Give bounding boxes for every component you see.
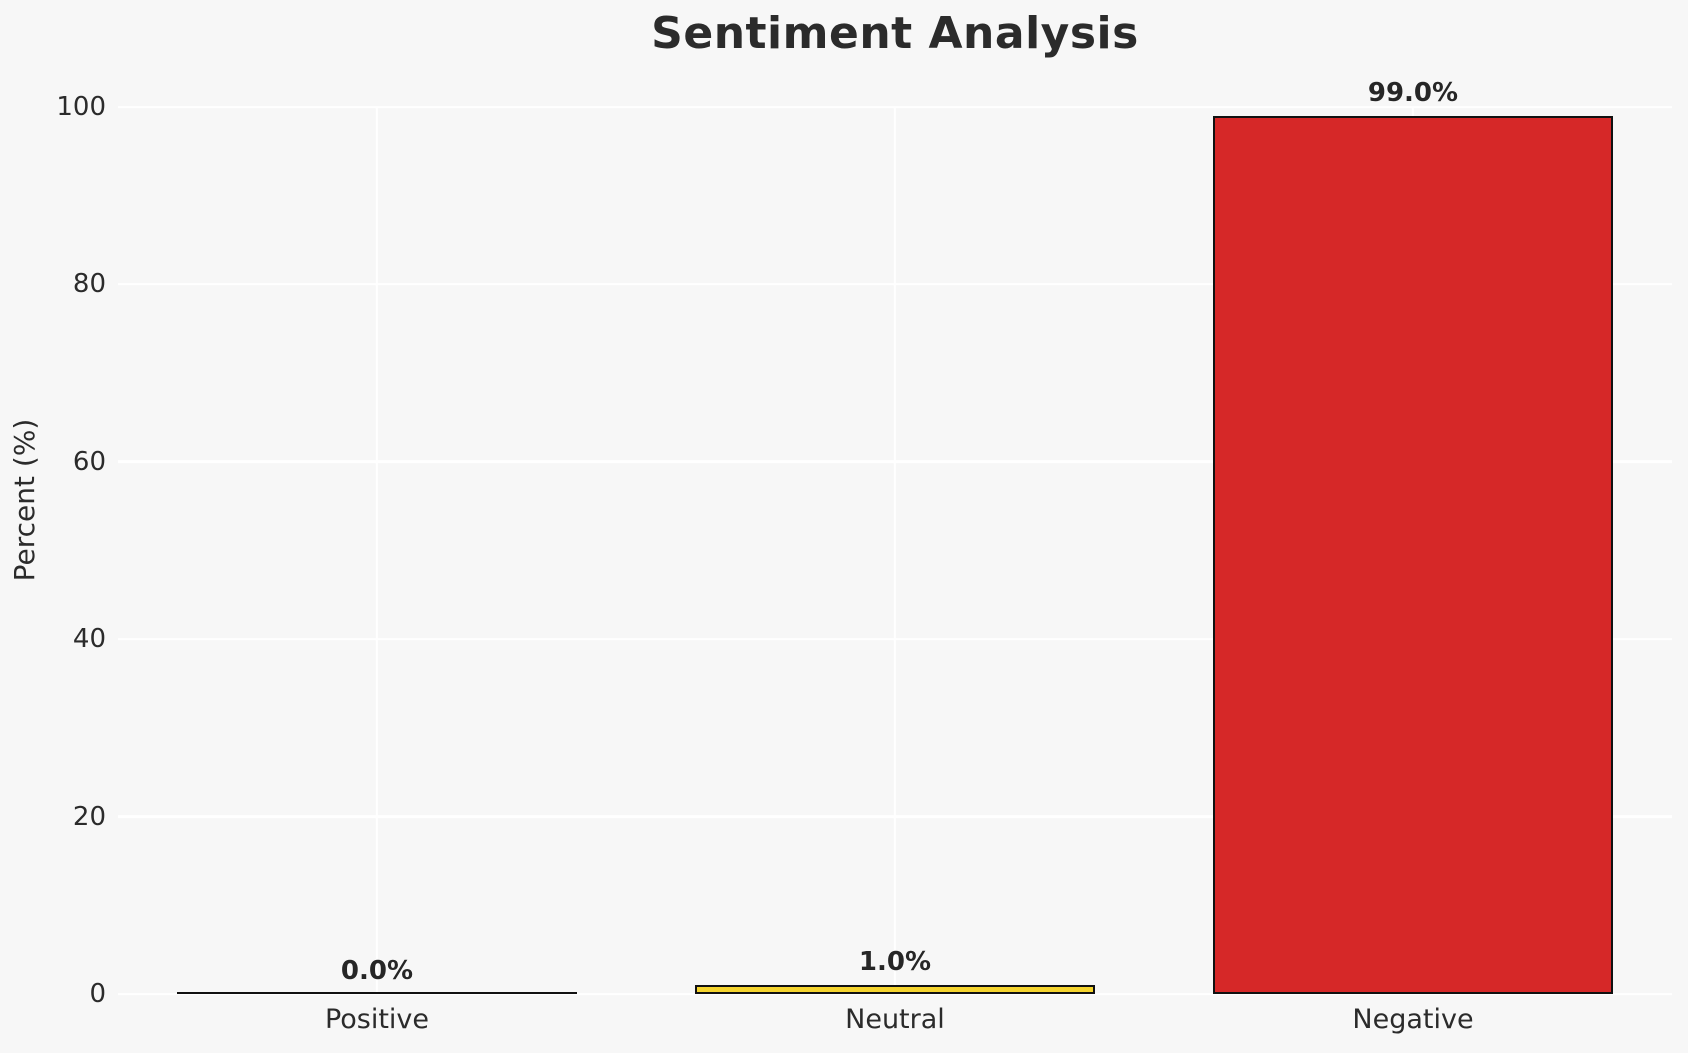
- value-label-positive: 0.0%: [340, 956, 414, 986]
- x-tick-label-neutral: Neutral: [845, 1004, 945, 1035]
- bar-slot-negative: 99.0% Negative: [1154, 78, 1672, 1035]
- y-tick-label-80: 80: [72, 269, 106, 300]
- y-tick-label-20: 20: [72, 801, 106, 832]
- x-tick-label-negative: Negative: [1352, 1004, 1474, 1035]
- gridline-vertical-neutral: [893, 107, 897, 994]
- bar-positive: [176, 992, 577, 994]
- y-tick-rail: 0 20 40 60 80 100: [0, 92, 106, 1009]
- bar-neutral: [694, 985, 1095, 994]
- plot-area: 0.0% Positive 1.0% Neutral 99.0% Negative: [118, 78, 1672, 1035]
- value-label-neutral: 1.0%: [858, 947, 932, 978]
- gridline-horizontal-0: [118, 992, 1672, 996]
- y-tick-label-100: 100: [56, 92, 106, 122]
- y-tick-label-60: 60: [72, 446, 106, 477]
- bar-negative: [1212, 115, 1613, 994]
- y-tick-label-40: 40: [72, 624, 106, 655]
- value-label-negative: 99.0%: [1367, 77, 1459, 108]
- chart-title: Sentiment Analysis: [651, 8, 1139, 59]
- bar-slot-neutral: 1.0% Neutral: [636, 107, 1154, 1035]
- x-tick-label-positive: Positive: [324, 1004, 430, 1035]
- y-tick-label-0: 0: [89, 979, 106, 1009]
- bar-slot-positive: 0.0% Positive: [118, 107, 636, 1035]
- gridline-vertical-positive: [375, 107, 379, 994]
